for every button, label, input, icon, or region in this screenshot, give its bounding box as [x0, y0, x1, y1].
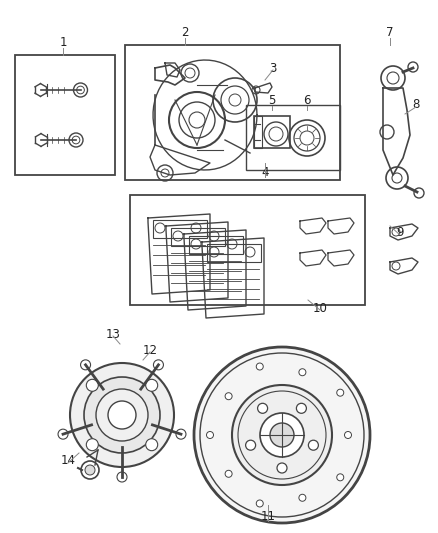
Bar — [125, 45, 340, 180]
Circle shape — [277, 463, 287, 473]
Bar — [153, 220, 207, 238]
Bar — [254, 116, 290, 148]
Circle shape — [86, 379, 98, 391]
Text: 10: 10 — [313, 302, 328, 314]
Bar — [254, 116, 262, 148]
Text: 7: 7 — [386, 27, 394, 39]
Circle shape — [85, 465, 95, 475]
Circle shape — [299, 494, 306, 501]
Circle shape — [84, 377, 160, 453]
Text: 6: 6 — [303, 94, 311, 108]
Text: 12: 12 — [142, 343, 158, 357]
Circle shape — [70, 363, 174, 467]
Circle shape — [260, 413, 304, 457]
Circle shape — [270, 423, 294, 447]
Circle shape — [258, 403, 268, 413]
Circle shape — [308, 440, 318, 450]
Text: 1: 1 — [59, 36, 67, 50]
Circle shape — [297, 403, 307, 413]
Bar — [171, 228, 225, 246]
Circle shape — [194, 347, 370, 523]
Circle shape — [86, 439, 98, 451]
Circle shape — [225, 470, 232, 477]
Bar — [130, 195, 365, 305]
Bar — [207, 244, 261, 262]
Circle shape — [232, 385, 332, 485]
Text: 2: 2 — [181, 27, 189, 39]
Circle shape — [146, 439, 158, 451]
Bar — [246, 105, 340, 170]
Circle shape — [108, 401, 136, 429]
Circle shape — [246, 440, 256, 450]
Circle shape — [337, 389, 344, 396]
Text: 4: 4 — [261, 166, 269, 179]
Circle shape — [96, 389, 148, 441]
Text: 11: 11 — [261, 510, 276, 522]
Circle shape — [345, 432, 352, 439]
Circle shape — [256, 500, 263, 507]
Circle shape — [206, 432, 213, 439]
Circle shape — [225, 393, 232, 400]
Circle shape — [337, 474, 344, 481]
Text: 3: 3 — [269, 61, 277, 75]
Circle shape — [256, 363, 263, 370]
Text: 9: 9 — [396, 227, 404, 239]
Circle shape — [146, 379, 158, 391]
Bar — [15, 55, 115, 175]
Text: 13: 13 — [106, 327, 120, 341]
Text: 5: 5 — [268, 94, 276, 108]
Bar — [189, 236, 243, 254]
Circle shape — [299, 369, 306, 376]
Text: 8: 8 — [412, 99, 420, 111]
Text: 14: 14 — [60, 455, 75, 467]
